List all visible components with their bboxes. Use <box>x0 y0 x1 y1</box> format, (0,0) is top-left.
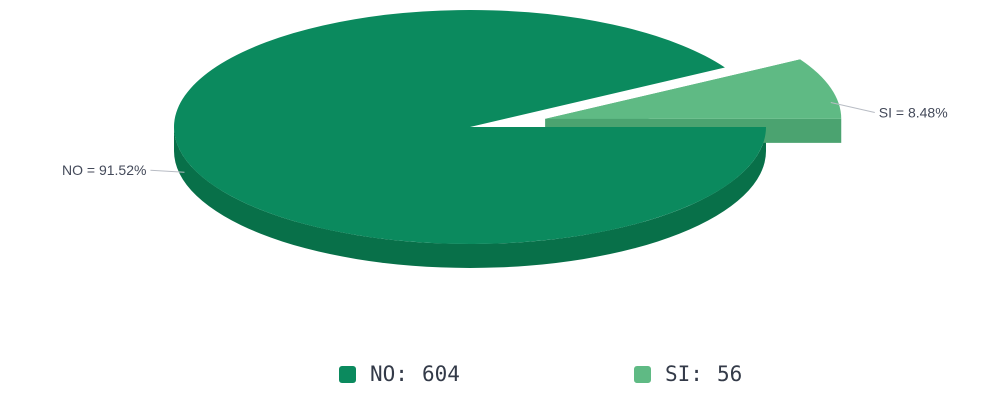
data-label-no: NO = 91.52% <box>62 162 146 178</box>
legend-swatch-si <box>634 365 651 383</box>
pie-slice-no <box>174 9 766 245</box>
legend-label-si: SI: <box>665 362 703 386</box>
legend-swatch-no <box>339 365 356 383</box>
data-label-si: SI = 8.48% <box>879 104 948 120</box>
leader-line-si <box>830 101 875 113</box>
legend-value-si: 56 <box>716 362 743 386</box>
pie-side-no <box>174 127 766 268</box>
chart-legend: NO: 604 SI: 56 <box>0 362 988 398</box>
legend-label-no: NO: <box>370 362 408 386</box>
pie-chart-canvas: NO = 91.52% SI = 8.48% <box>62 9 948 268</box>
legend-item-si[interactable]: SI: 56 <box>634 362 742 386</box>
pie-data-labels: NO = 91.52% SI = 8.48% <box>62 101 948 178</box>
pie-slice-si <box>545 59 842 119</box>
legend-value-no: 604 <box>421 362 460 386</box>
legend-item-no[interactable]: NO: 604 <box>339 362 460 386</box>
pie-slices <box>174 9 842 245</box>
leader-line-no <box>150 169 185 173</box>
